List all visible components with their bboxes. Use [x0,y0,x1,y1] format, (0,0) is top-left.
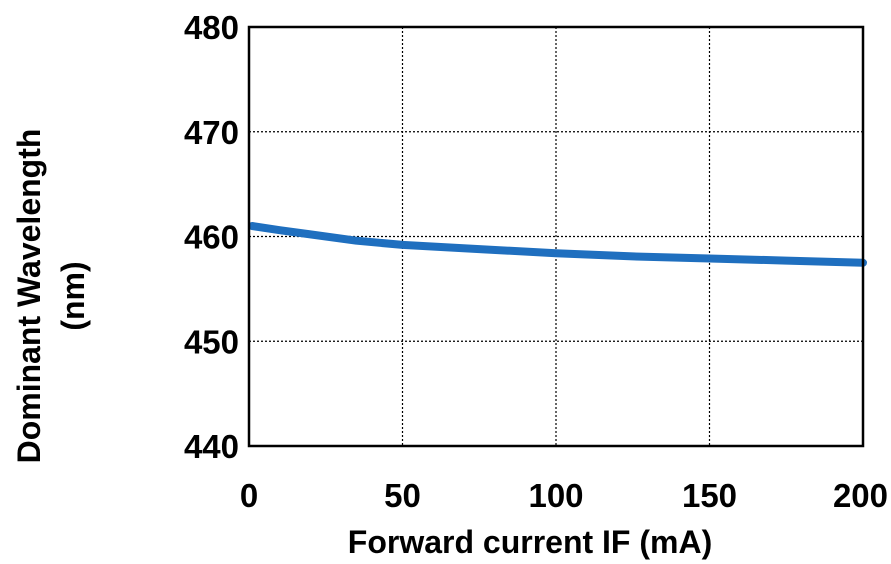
y-tick-label: 440 [184,428,239,465]
x-tick-label: 50 [384,477,421,514]
x-tick-label: 100 [528,477,583,514]
series-line [248,222,867,267]
x-axis-title: Forward current IF (mA) [348,524,712,560]
x-tick-label: 0 [240,477,258,514]
grid [249,27,863,446]
y-tick-labels: 440 450 460 470 480 [184,9,239,465]
y-axis-title-line-2: (nm) [55,261,91,330]
x-tick-label: 200 [833,477,888,514]
y-tick-label: 450 [184,323,239,360]
y-tick-label: 470 [184,114,239,151]
series-layer [248,222,867,267]
x-tick-label: 150 [682,477,737,514]
x-tick-labels: 0 50 100 150 200 [240,477,888,514]
y-tick-label: 480 [184,9,239,46]
y-axis-title-line-1: Dominant Wavelength [11,129,47,464]
y-tick-label: 460 [184,219,239,256]
plot-area-frame [247,25,865,448]
